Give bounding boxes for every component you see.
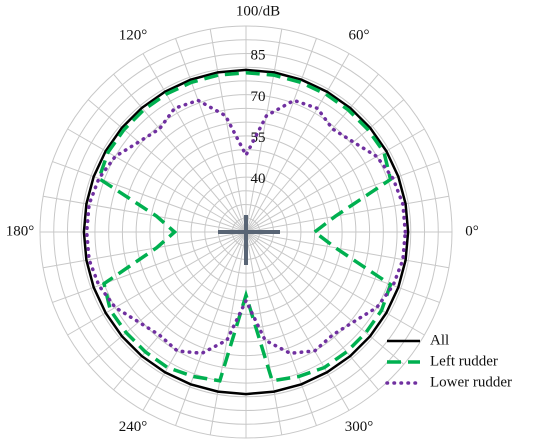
grid-spoke (245, 195, 449, 233)
theta-tick-label: 120° (119, 28, 148, 44)
grid-spoke (245, 231, 425, 336)
grid-spoke (67, 128, 247, 233)
grid-spoke (209, 231, 247, 435)
grid-spoke (245, 38, 317, 233)
theta-tick-label: 0° (465, 223, 479, 239)
grid-spoke (87, 231, 247, 365)
grid-spoke (87, 99, 247, 233)
grid-spoke (209, 29, 247, 233)
grid-spoke (43, 231, 247, 269)
grid-spoke (245, 231, 405, 365)
series-line (82, 68, 410, 396)
grid-spoke (142, 231, 247, 411)
grid-spoke (175, 38, 247, 233)
legend-label: Lower rudder (430, 374, 512, 390)
r-tick-label: 85 (251, 48, 266, 64)
grid-spoke (245, 231, 283, 435)
grid-spoke (142, 53, 247, 233)
grid-spoke (245, 53, 350, 233)
grid-spoke (52, 231, 247, 303)
grid-spoke (113, 73, 247, 233)
legend-entry: Left rudder (387, 353, 498, 369)
series-line (84, 98, 408, 356)
grid-spoke (245, 73, 379, 233)
grid-spoke (245, 161, 440, 233)
grid-spoke (245, 231, 440, 303)
grid-spoke (245, 128, 425, 233)
legend-entry: All (387, 332, 449, 348)
center-cross (218, 215, 280, 265)
theta-tick-label: 60° (349, 28, 370, 44)
legend-label: Left rudder (430, 353, 498, 369)
grid-spoke (245, 231, 317, 426)
r-tick-label: 70 (251, 89, 266, 105)
theta-tick-label: 240° (119, 419, 148, 435)
grid-spoke (245, 99, 405, 233)
grid-spoke (175, 231, 247, 426)
grid-spoke (52, 161, 247, 233)
grid-spoke (113, 231, 247, 391)
r-tick-label: 100/dB (236, 3, 280, 19)
r-tick-label: 55 (251, 130, 266, 146)
grid-spoke (43, 195, 247, 233)
legend-entry: Lower rudder (385, 374, 512, 390)
grid-spoke (245, 231, 379, 391)
r-tick-label: 40 (251, 171, 266, 187)
theta-tick-label: 300° (345, 419, 374, 435)
theta-tick-label: 180° (6, 223, 35, 239)
series-line (96, 70, 393, 383)
grid-spoke (67, 231, 247, 336)
grid-spoke (245, 29, 283, 233)
grid-spoke (245, 231, 350, 411)
legend-label: All (430, 332, 449, 348)
grid-spoke (245, 231, 449, 269)
